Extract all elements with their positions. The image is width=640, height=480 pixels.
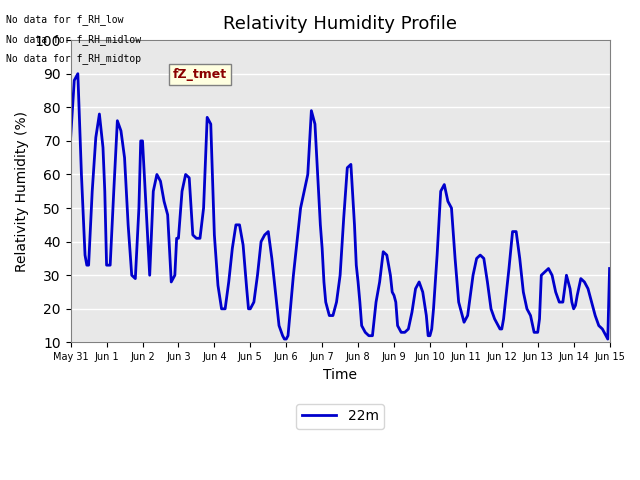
Title: Relativity Humidity Profile: Relativity Humidity Profile [223, 15, 457, 33]
Text: No data for f_RH_midtop: No data for f_RH_midtop [6, 53, 141, 64]
Text: No data for f_RH_low: No data for f_RH_low [6, 14, 124, 25]
Legend: 22m: 22m [296, 404, 384, 429]
X-axis label: Time: Time [323, 368, 357, 382]
Text: fZ_tmet: fZ_tmet [173, 68, 227, 81]
Y-axis label: Relativity Humidity (%): Relativity Humidity (%) [15, 111, 29, 272]
Text: No data for f_RH_midlow: No data for f_RH_midlow [6, 34, 141, 45]
